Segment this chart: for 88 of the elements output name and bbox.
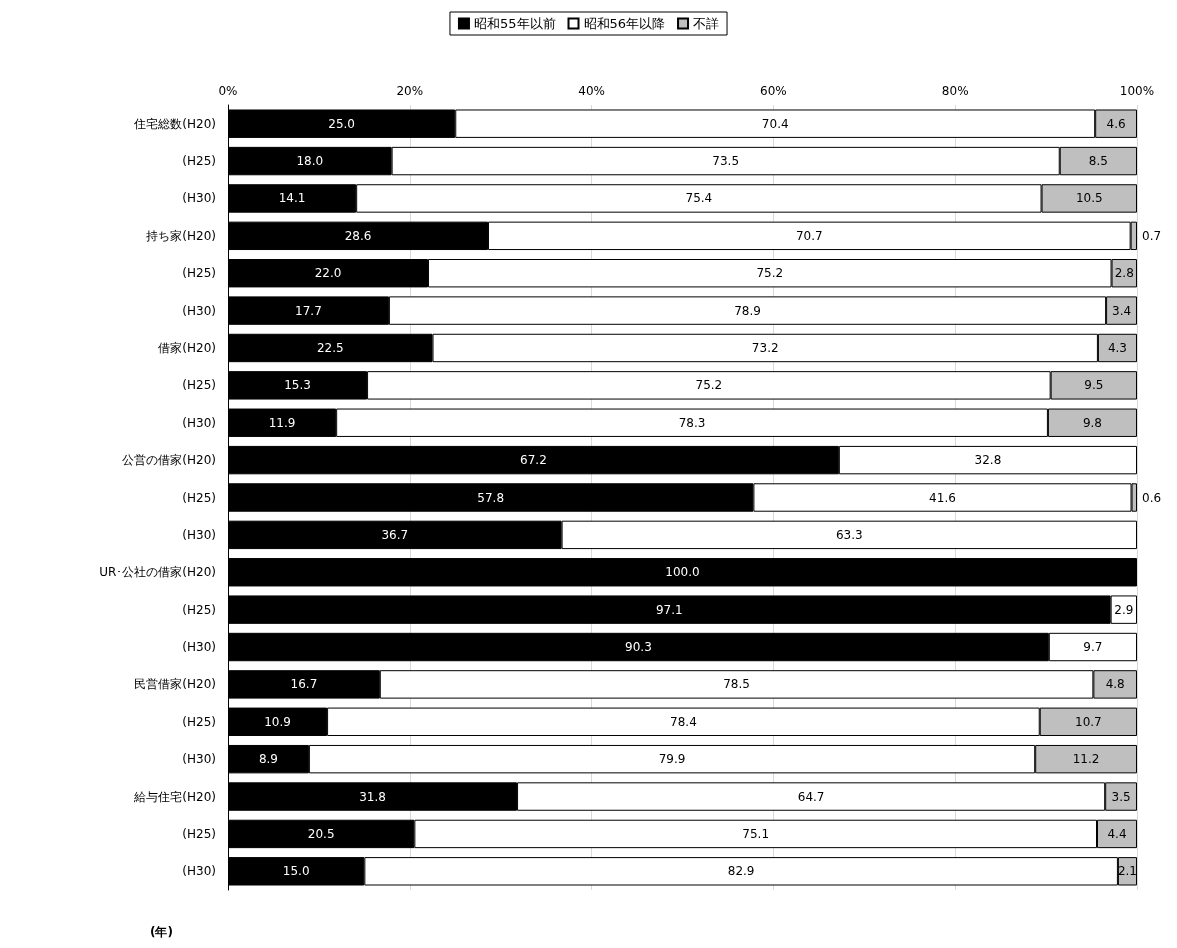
legend-label: 不詳: [693, 16, 720, 31]
data-label: 4.3: [1107, 340, 1127, 355]
data-label: 9.7: [1083, 640, 1103, 655]
data-label: 75.1: [742, 826, 770, 841]
data-label: 14.1: [278, 191, 306, 206]
y-tick-label: 借家(H20): [158, 340, 216, 355]
data-label: 3.4: [1112, 303, 1132, 318]
data-label: 78.4: [670, 714, 697, 729]
y-tick-label: (H25): [182, 490, 216, 505]
data-label: 75.2: [695, 378, 723, 393]
y-tick-label: (H25): [182, 714, 216, 729]
data-label: 73.5: [712, 154, 740, 169]
x-tick-label: 20%: [396, 84, 424, 98]
data-label: 63.3: [835, 527, 863, 542]
y-tick-label: 持ち家(H20): [146, 228, 216, 243]
data-label: 75.2: [756, 266, 784, 281]
data-label: 4.4: [1107, 826, 1127, 841]
data-label: 16.7: [290, 677, 318, 692]
data-label: 100.0: [665, 565, 700, 580]
y-tick-label: (H25): [182, 826, 216, 841]
y-tick-label: (H30): [182, 303, 216, 318]
data-label: 22.0: [314, 266, 342, 281]
data-label: 0.6: [1142, 490, 1162, 505]
data-label: 22.5: [316, 340, 344, 355]
data-label: 11.9: [268, 415, 296, 430]
y-tick-label: (H30): [182, 415, 216, 430]
data-label: 97.1: [655, 602, 683, 617]
x-tick-label: 60%: [760, 84, 787, 98]
x-tick-label: 80%: [941, 84, 969, 98]
data-label: 9.8: [1082, 415, 1103, 430]
y-tick-label: (H30): [182, 752, 216, 767]
y-tick-label: (H25): [182, 266, 216, 281]
data-label: 15.0: [282, 864, 310, 879]
data-label: 78.9: [734, 303, 761, 318]
data-label: 31.8: [359, 789, 386, 804]
y-tick-label: 公営の借家(H20): [122, 453, 216, 468]
y-tick-label: (H30): [182, 640, 216, 655]
legend-label: 昭和56年以降: [583, 16, 666, 31]
x-tick-label: 0%: [218, 84, 238, 98]
data-label: 2.9: [1114, 602, 1134, 617]
legend-label: 昭和55年以前: [473, 16, 556, 31]
text: (年): [150, 925, 173, 939]
data-label: 41.6: [929, 490, 956, 505]
data-label: 57.8: [477, 490, 505, 505]
data-label: 70.7: [795, 228, 823, 243]
data-label: 10.7: [1075, 714, 1102, 729]
data-label: 36.7: [381, 527, 409, 542]
data-label: 32.8: [974, 453, 1002, 468]
data-label: 78.3: [678, 415, 706, 430]
data-label: 67.2: [520, 453, 547, 468]
data-label: 18.0: [296, 154, 324, 169]
data-label: 4.6: [1106, 116, 1126, 131]
y-tick-label: 給与住宅(H20): [133, 789, 216, 804]
data-label: 9.5: [1084, 378, 1104, 393]
data-label: 11.2: [1072, 752, 1100, 767]
data-label: 8.5: [1088, 154, 1108, 169]
data-label: 10.9: [264, 714, 291, 729]
data-label: 25.0: [328, 116, 355, 131]
y-tick-label: (H25): [182, 602, 216, 617]
y-tick-label: (H25): [182, 378, 216, 393]
data-label: 78.5: [723, 677, 750, 692]
data-label: 73.2: [751, 340, 779, 355]
x-tick-label: 40%: [578, 84, 605, 98]
data-label: 20.5: [307, 826, 335, 841]
data-label: 75.4: [685, 191, 713, 206]
y-tick-label: (H30): [182, 527, 216, 542]
y-tick-label: UR･公社の借家(H20): [99, 565, 216, 580]
y-tick-label: 民営借家(H20): [134, 677, 216, 692]
data-label: 28.6: [344, 228, 372, 243]
x-tick-label: 100%: [1119, 84, 1155, 98]
data-label: 79.9: [658, 752, 686, 767]
y-tick-label: (H25): [182, 154, 216, 169]
data-label: 0.7: [1142, 228, 1162, 243]
data-label: 2.1: [1117, 864, 1137, 879]
data-label: 64.7: [797, 789, 825, 804]
y-tick-label: (H30): [182, 191, 216, 206]
data-label: 8.9: [258, 752, 278, 767]
data-label: 70.4: [761, 116, 789, 131]
data-label: 4.8: [1105, 677, 1125, 692]
data-label: 17.7: [295, 303, 322, 318]
data-label: 2.8: [1114, 266, 1134, 281]
data-label: 3.5: [1111, 789, 1131, 804]
data-label: 15.3: [284, 378, 311, 393]
y-tick-label: (H30): [182, 864, 216, 879]
data-label: 10.5: [1075, 191, 1103, 206]
data-label: 90.3: [625, 640, 652, 655]
data-label: 82.9: [727, 864, 755, 879]
y-tick-label: 住宅総数(H20): [133, 116, 216, 131]
